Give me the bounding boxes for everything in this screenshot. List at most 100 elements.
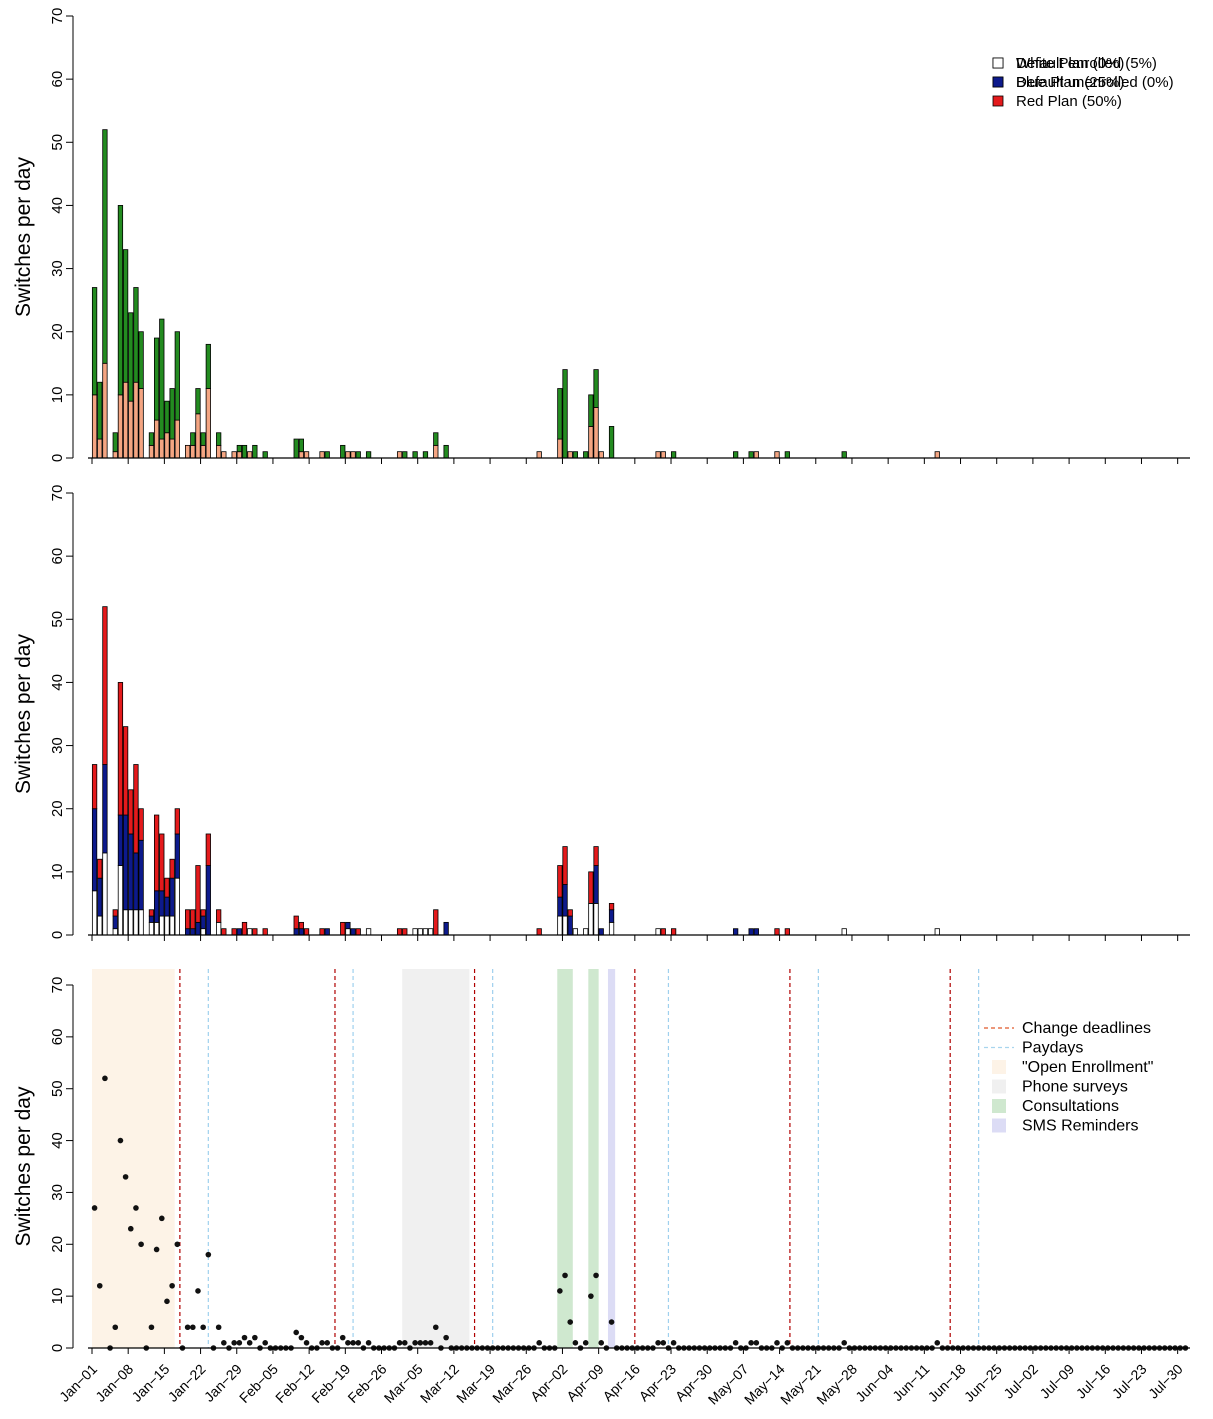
bar-segment xyxy=(205,865,211,936)
bar-segment xyxy=(159,833,165,892)
bar-segment xyxy=(324,451,330,459)
data-point xyxy=(303,1340,310,1346)
bar-segment xyxy=(138,331,144,389)
y-axis-label: Switches per day xyxy=(12,1086,35,1246)
y-tick-label: 50 xyxy=(49,134,66,151)
y-tick-label: 60 xyxy=(49,71,66,88)
x-tick-label: Jun−25 xyxy=(961,1361,1005,1405)
bar-segment xyxy=(102,362,108,459)
bar-segment xyxy=(417,928,423,936)
bar-segment xyxy=(128,789,134,835)
y-tick-label: 50 xyxy=(49,1080,66,1097)
bar-segment xyxy=(221,451,227,459)
data-point xyxy=(153,1246,160,1253)
bar-segment xyxy=(241,444,248,459)
bar-segment xyxy=(557,896,563,917)
data-point xyxy=(112,1324,119,1331)
bar-segment xyxy=(345,451,351,459)
data-point xyxy=(774,1340,780,1346)
bar-segment xyxy=(236,451,242,459)
data-point xyxy=(246,1340,253,1346)
bar-segment xyxy=(122,249,129,383)
bar-segment xyxy=(733,928,739,936)
bar-segment xyxy=(567,451,573,459)
data-point xyxy=(262,1340,268,1346)
bar-segment xyxy=(117,205,124,396)
bar-segment xyxy=(102,606,108,765)
data-point xyxy=(567,1319,574,1325)
bar-segment xyxy=(164,432,170,459)
x-tick-label: Jun−11 xyxy=(889,1361,932,1404)
data-point xyxy=(934,1340,941,1346)
bar-segment xyxy=(298,928,305,936)
y-tick-label: 20 xyxy=(49,1236,66,1253)
bar-segment xyxy=(164,400,170,434)
bar-segment xyxy=(433,432,439,446)
bar-segment xyxy=(241,921,248,936)
y-tick-label: 40 xyxy=(49,674,66,691)
data-point xyxy=(365,1340,372,1346)
bar-segment xyxy=(138,388,144,459)
bar-segment xyxy=(670,451,677,459)
bar-segment xyxy=(91,808,98,892)
bar-segment xyxy=(350,451,356,459)
bar-segment xyxy=(774,928,780,936)
bar-segment xyxy=(91,764,98,810)
bar-segment xyxy=(200,444,206,459)
legend-swatch xyxy=(992,95,1004,107)
data-point xyxy=(117,1137,124,1144)
bar-segment xyxy=(572,928,579,936)
y-tick-label: 50 xyxy=(49,611,66,628)
bar-segment xyxy=(164,896,170,917)
x-tick-label: Apr−16 xyxy=(599,1361,643,1405)
bar-segment xyxy=(153,337,160,421)
bar-segment xyxy=(748,451,754,459)
data-point xyxy=(608,1319,615,1325)
bar-segment xyxy=(593,865,599,904)
bar-segment xyxy=(200,909,206,917)
bar-segment xyxy=(195,388,201,415)
bar-segment xyxy=(195,413,201,459)
data-point xyxy=(432,1324,439,1331)
shaded-period xyxy=(607,969,616,1348)
data-point xyxy=(184,1324,191,1331)
x-tick-label: Jul−02 xyxy=(1000,1361,1041,1402)
bar-segment xyxy=(133,287,139,383)
data-point xyxy=(841,1340,848,1346)
bar-segment xyxy=(195,921,201,936)
bar-segment xyxy=(412,928,418,936)
x-tick-label: Mar−12 xyxy=(417,1361,462,1406)
bar-segment xyxy=(133,852,139,911)
data-point xyxy=(293,1329,300,1336)
bar-segment xyxy=(164,915,170,936)
bar-segment xyxy=(536,928,542,936)
bar-segment xyxy=(112,915,118,930)
data-point xyxy=(732,1340,739,1346)
bar-segment xyxy=(91,287,98,396)
x-tick-label: May−28 xyxy=(813,1361,860,1408)
bar-segment xyxy=(128,312,134,402)
data-point xyxy=(417,1340,424,1346)
bar-segment xyxy=(753,451,759,459)
data-point xyxy=(557,1288,563,1294)
bar-segment xyxy=(557,438,563,459)
bar-segment xyxy=(174,419,180,459)
bar-segment xyxy=(153,419,160,459)
data-point xyxy=(127,1225,134,1232)
data-point xyxy=(443,1334,449,1341)
bar-segment xyxy=(102,129,108,364)
bar-segment xyxy=(190,444,196,459)
bar-segment xyxy=(345,928,351,936)
y-tick-label: 0 xyxy=(49,454,66,462)
legend-swatch xyxy=(992,76,1004,88)
bar-segment xyxy=(112,451,118,459)
bar-segment xyxy=(598,451,604,459)
bar-segment xyxy=(841,928,847,936)
bar-segment xyxy=(133,381,139,459)
bar-segment xyxy=(402,928,408,936)
data-point xyxy=(593,1272,599,1279)
bar-segment xyxy=(588,426,594,459)
x-tick-label: Apr−23 xyxy=(636,1361,680,1405)
x-tick-label: Jan−08 xyxy=(92,1361,136,1405)
data-point xyxy=(148,1324,155,1331)
